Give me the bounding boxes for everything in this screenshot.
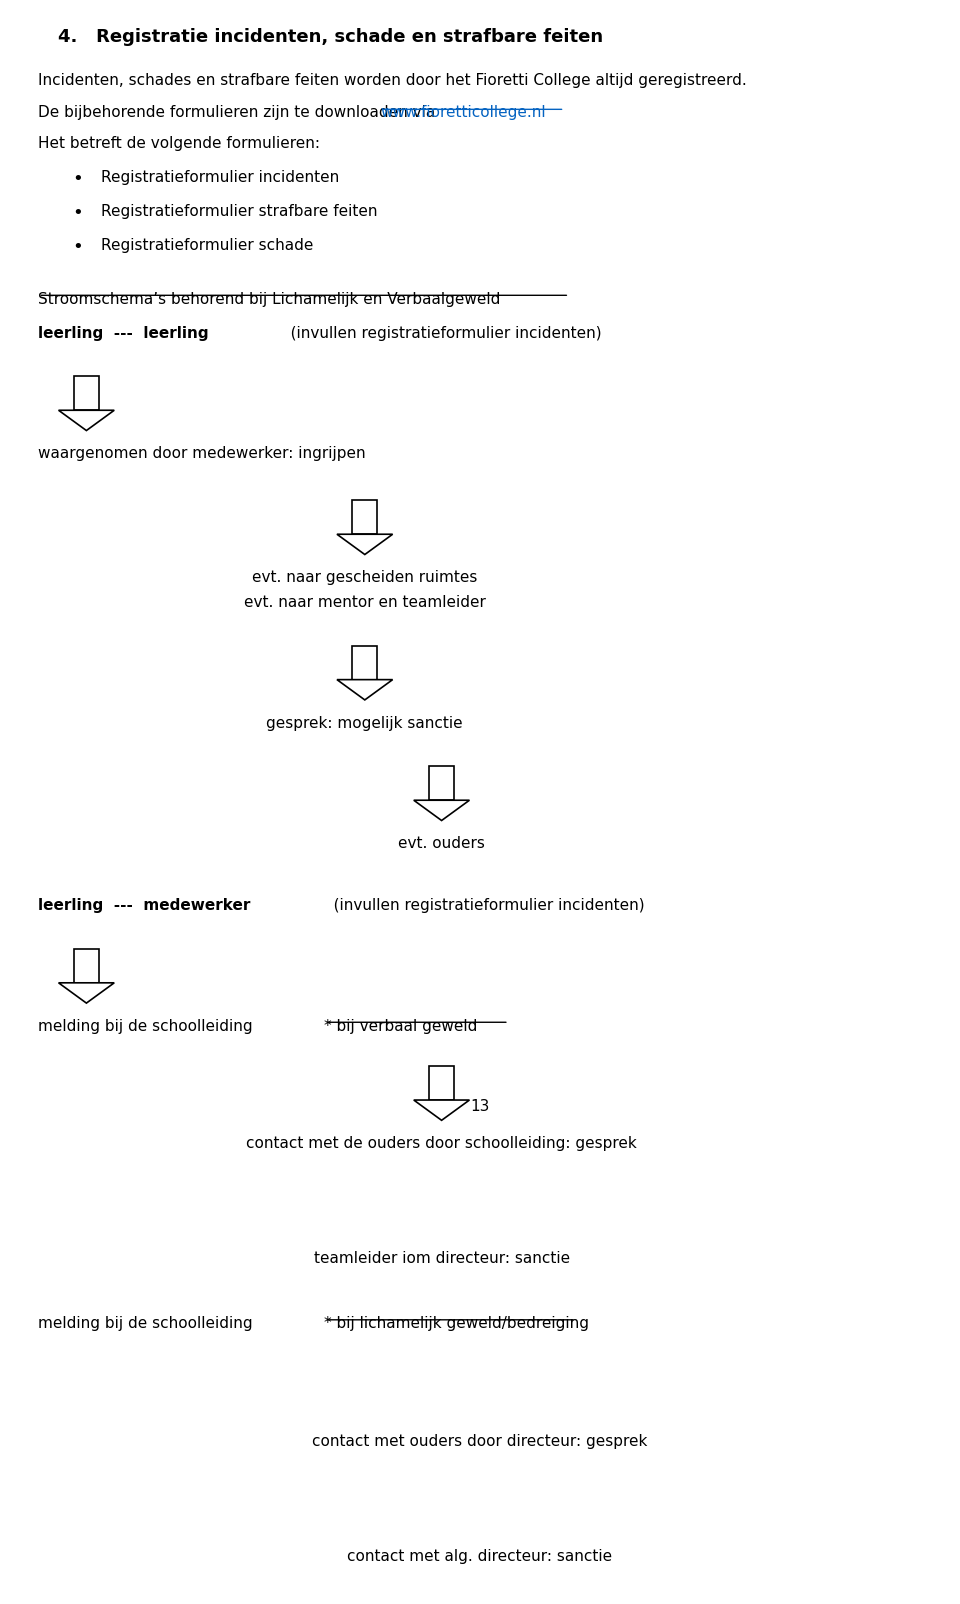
Text: Registratieformulier schade: Registratieformulier schade — [101, 237, 313, 253]
Text: contact met de ouders door schoolleiding: gesprek: contact met de ouders door schoolleiding… — [246, 1136, 637, 1152]
Text: Registratieformulier incidenten: Registratieformulier incidenten — [101, 170, 339, 184]
Polygon shape — [414, 1214, 469, 1235]
Text: •: • — [72, 204, 83, 221]
FancyBboxPatch shape — [74, 950, 99, 983]
FancyBboxPatch shape — [352, 646, 377, 680]
FancyBboxPatch shape — [468, 1363, 492, 1397]
Text: contact met alg. directeur: sanctie: contact met alg. directeur: sanctie — [348, 1548, 612, 1564]
Text: 13: 13 — [470, 1099, 490, 1113]
Text: contact met ouders door directeur: gesprek: contact met ouders door directeur: gespr… — [312, 1434, 648, 1448]
Polygon shape — [59, 411, 114, 430]
Text: leerling  ---  leerling: leerling --- leerling — [38, 326, 209, 340]
Text: * bij verbaal geweld: * bij verbaal geweld — [324, 1019, 478, 1035]
Text: melding bij de schoolleiding: melding bij de schoolleiding — [38, 1019, 258, 1035]
FancyBboxPatch shape — [352, 500, 377, 534]
FancyBboxPatch shape — [429, 1067, 454, 1100]
Text: Stroomschema’s behorend bij Lichamelijk en Verbaalgeweld: Stroomschema’s behorend bij Lichamelijk … — [38, 292, 501, 306]
Text: •: • — [72, 170, 83, 188]
Text: De bijbehorende formulieren zijn te downloaden via: De bijbehorende formulieren zijn te down… — [38, 104, 441, 120]
Text: melding bij de schoolleiding: melding bij de schoolleiding — [38, 1317, 258, 1331]
Text: Het betreft de volgende formulieren:: Het betreft de volgende formulieren: — [38, 136, 321, 151]
Polygon shape — [414, 1100, 469, 1120]
Text: Registratieformulier strafbare feiten: Registratieformulier strafbare feiten — [101, 204, 377, 220]
FancyBboxPatch shape — [468, 1479, 492, 1513]
FancyBboxPatch shape — [429, 1181, 454, 1214]
Text: teamleider iom directeur: sanctie: teamleider iom directeur: sanctie — [314, 1251, 569, 1266]
Text: evt. ouders: evt. ouders — [398, 836, 485, 852]
Polygon shape — [452, 1513, 508, 1533]
Text: 4.   Registratie incidenten, schade en strafbare feiten: 4. Registratie incidenten, schade en str… — [58, 29, 603, 47]
Text: Incidenten, schades en strafbare feiten worden door het Fioretti College altijd : Incidenten, schades en strafbare feiten … — [38, 74, 747, 88]
Text: leerling  ---  medewerker: leerling --- medewerker — [38, 898, 251, 913]
Text: •: • — [72, 237, 83, 255]
Text: waargenomen door medewerker: ingrijpen: waargenomen door medewerker: ingrijpen — [38, 446, 366, 462]
Text: gesprek: mogelijk sanctie: gesprek: mogelijk sanctie — [267, 715, 463, 731]
FancyBboxPatch shape — [429, 767, 454, 800]
Polygon shape — [452, 1397, 508, 1418]
Polygon shape — [59, 983, 114, 1002]
Polygon shape — [337, 534, 393, 555]
Polygon shape — [414, 800, 469, 821]
Text: * bij lichamelijk geweld/bedreiging: * bij lichamelijk geweld/bedreiging — [324, 1317, 589, 1331]
Text: evt. naar mentor en teamleider: evt. naar mentor en teamleider — [244, 595, 486, 610]
Polygon shape — [337, 680, 393, 699]
Text: (invullen registratieformulier incidenten): (invullen registratieformulier incidente… — [276, 326, 602, 340]
Text: www.fioretticollege.nl: www.fioretticollege.nl — [380, 104, 546, 120]
FancyBboxPatch shape — [74, 377, 99, 411]
Text: evt. naar gescheiden ruimtes: evt. naar gescheiden ruimtes — [252, 571, 477, 585]
Text: (invullen registratieformulier incidenten): (invullen registratieformulier incidente… — [319, 898, 644, 913]
